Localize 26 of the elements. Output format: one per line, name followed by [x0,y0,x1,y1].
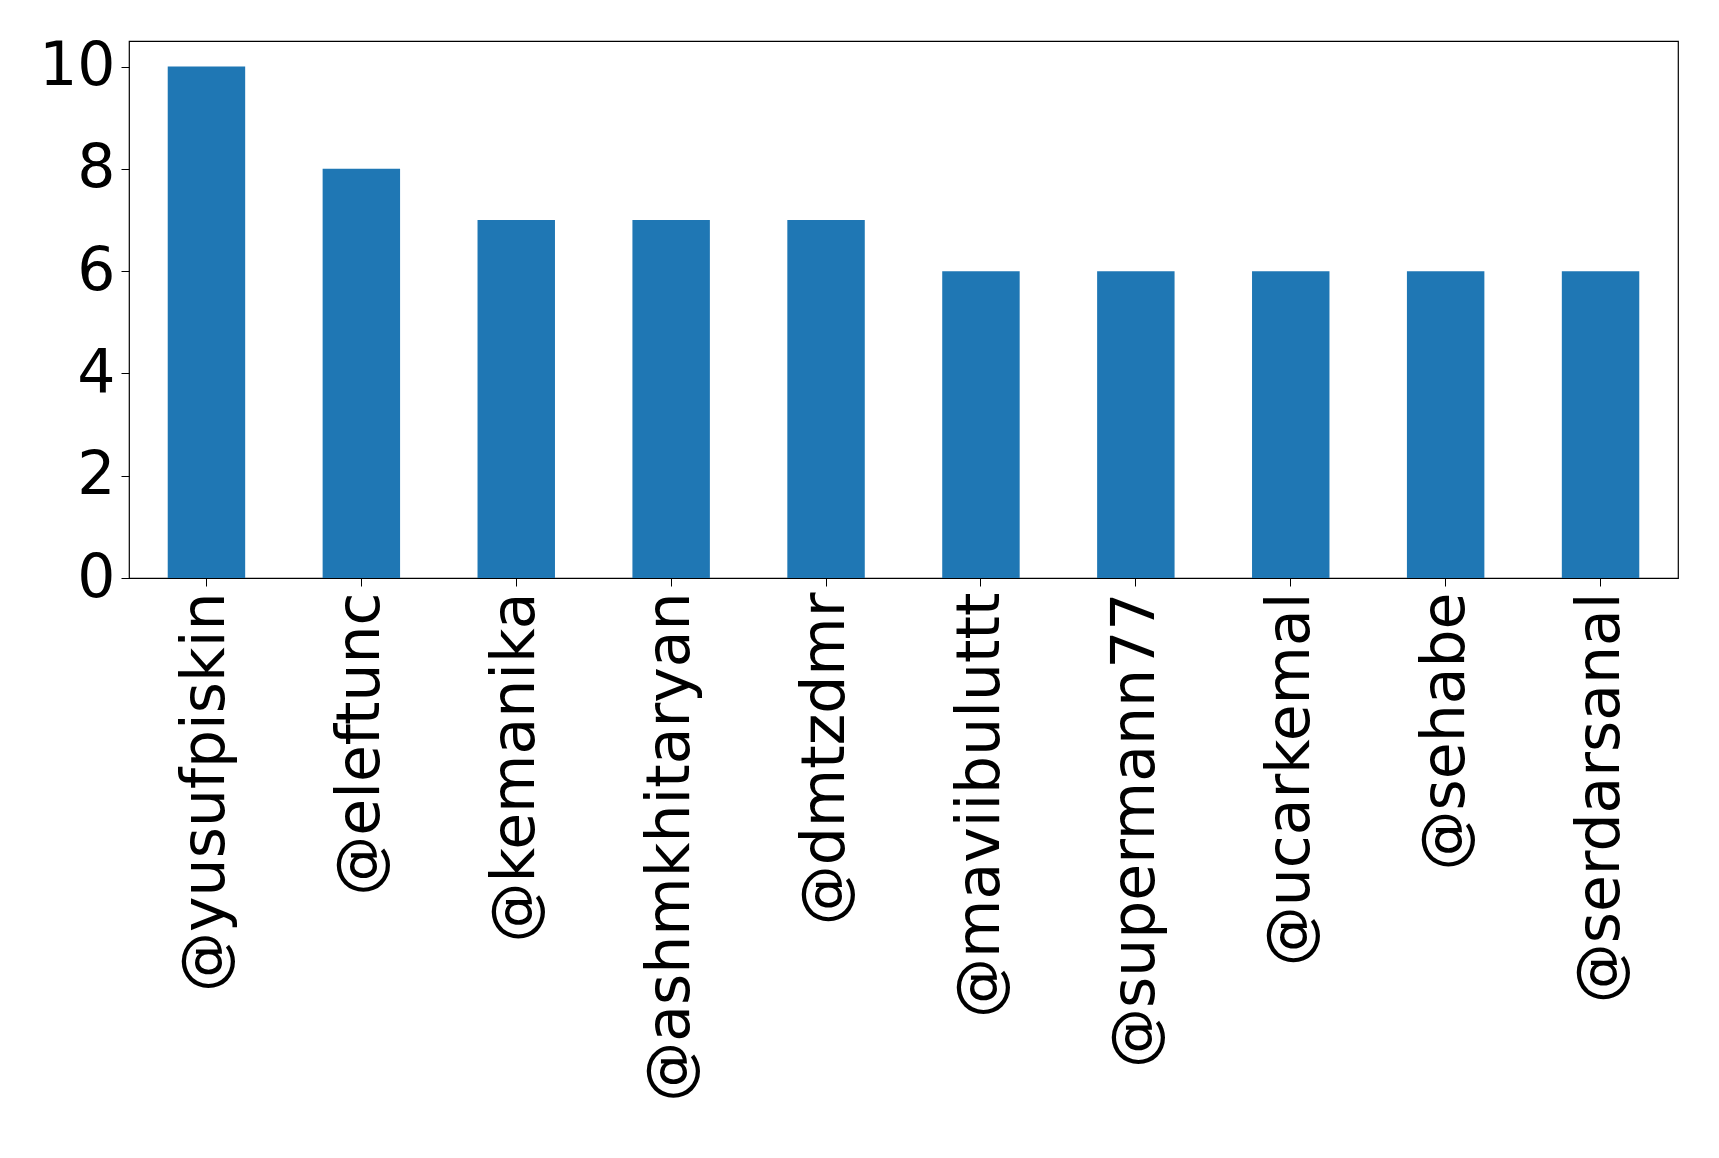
x-tick-label: @serdarsanal [1562,592,1633,1004]
bar [477,220,555,578]
y-tick-label: 0 [77,540,116,611]
y-tick-label: 8 [77,131,116,202]
x-tick-label: @eleftunc [323,592,394,896]
x-tick-label: @yusufpiskin [168,592,239,992]
x-tick-label: @ashmkhitaryan [633,592,704,1102]
bar [322,168,401,578]
bar [787,220,865,578]
bar [1406,271,1485,578]
y-tick-label: 6 [77,233,116,304]
bar [1097,271,1175,578]
x-tick-label: @sehabe [1407,592,1478,871]
x-tick-label: @supermann77 [1097,592,1168,1069]
y-tick-label: 10 [39,29,116,100]
bar [632,220,710,578]
bar [942,271,1020,578]
bar [1252,271,1330,578]
x-tick-label: @maviibuluttt [942,592,1013,1018]
y-tick-label: 4 [77,335,116,406]
x-tick-label: @ucarkemal [1252,592,1323,967]
y-tick-label: 2 [77,438,116,509]
bar [1561,271,1640,578]
x-tick-label: @kemanika [478,592,549,943]
bar [167,66,246,578]
x-tick-label: @dmtzdmr [788,592,859,926]
